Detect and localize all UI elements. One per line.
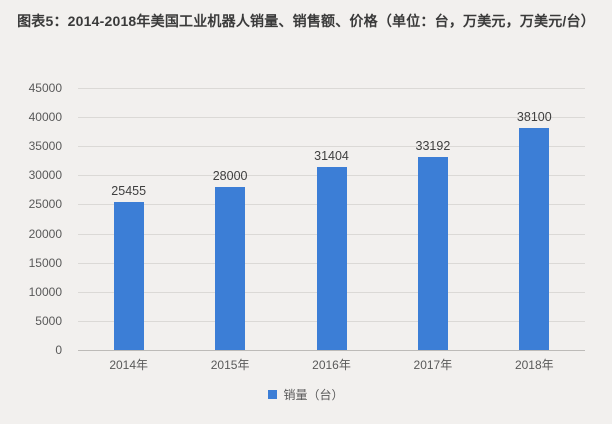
legend-swatch-icon (268, 390, 278, 399)
y-axis-tick-label: 0 (55, 343, 62, 357)
bar-value-label: 28000 (212, 168, 248, 183)
x-axis-tick-label: 2016年 (312, 358, 351, 372)
x-axis-tick-label: 2014年 (109, 358, 149, 372)
x-axis-line (78, 350, 585, 351)
gridline (78, 146, 585, 148)
y-axis-tick-label: 45000 (28, 81, 62, 95)
x-axis-tick-label: 2015年 (210, 358, 250, 372)
x-axis-tick-label: 2017年 (413, 358, 453, 372)
gridline (78, 117, 585, 119)
bar-2014年 (113, 201, 144, 350)
gridline (78, 88, 585, 89)
y-axis-tick-label: 30000 (28, 168, 62, 183)
bar-value-label: 33192 (415, 138, 451, 153)
y-axis-tick-label: 20000 (28, 226, 62, 241)
y-axis-tick-label: 10000 (28, 284, 62, 299)
y-axis-tick-label: 25000 (28, 197, 62, 212)
x-axis-tick-label: 2018年 (514, 358, 554, 372)
legend-label: 销量（台） (283, 388, 344, 402)
chart-title: 图表5：2014-2018年美国工业机器人销量、销售额、价格（单位：台，万美元，… (17, 13, 595, 29)
y-axis-tick-label: 5000 (35, 313, 62, 328)
bar-2016年 (316, 167, 347, 350)
y-axis-tick-label: 15000 (28, 255, 62, 270)
y-axis-tick-label: 35000 (28, 139, 62, 154)
bar-2018年 (519, 128, 550, 350)
plot-area: 25455 28000 31404 33192 38100 (78, 88, 585, 351)
y-axis: 0 5000 10000 15000 20000 25000 30000 35000 40000… (0, 81, 68, 357)
legend: 销量（台） (0, 386, 612, 403)
bar-value-label: 25455 (111, 183, 147, 198)
bar-value-label: 31404 (314, 149, 349, 164)
bar-2015年 (215, 186, 246, 350)
bar-value-label: 38100 (516, 110, 552, 125)
y-axis-tick-label: 40000 (28, 110, 62, 125)
bar-2017年 (417, 156, 448, 350)
